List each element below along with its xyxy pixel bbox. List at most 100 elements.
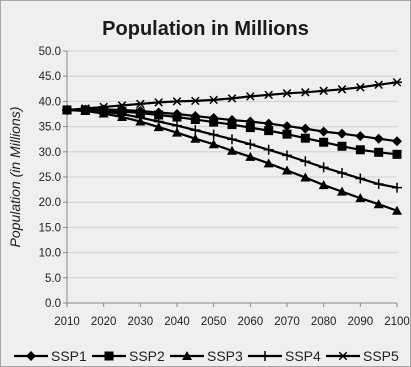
- x-tick-label: 2020: [91, 316, 117, 328]
- data-point: [153, 98, 164, 107]
- data-point: [318, 180, 329, 190]
- data-point: [227, 145, 237, 155]
- data-point: [263, 144, 274, 155]
- x-tick-label: 2040: [164, 316, 190, 328]
- data-point: [355, 83, 366, 92]
- y-tick-label: 45.0: [39, 71, 61, 83]
- data-point: [209, 117, 219, 127]
- data-point: [300, 172, 311, 182]
- y-tick-label: 50.0: [39, 46, 61, 58]
- legend-label: SSP4: [285, 348, 321, 364]
- data-point: [300, 156, 311, 167]
- legend-label: SSP2: [129, 348, 165, 364]
- data-point: [337, 128, 347, 139]
- y-tick-label: 0.0: [45, 298, 61, 310]
- x-tick-labels: 2010 2020 2030 2040 2050 2060 2070 2080 2090 2100: [54, 303, 410, 328]
- x-tick-label: 2030: [128, 316, 154, 328]
- data-point: [227, 134, 237, 145]
- data-point: [62, 105, 72, 115]
- data-point: [172, 97, 182, 106]
- data-point: [245, 92, 256, 101]
- legend-item-ssp5: SSP5: [326, 348, 399, 364]
- data-point: [153, 116, 164, 127]
- data-point: [263, 118, 274, 129]
- data-point: [190, 125, 201, 136]
- legend-label: SSP3: [207, 348, 243, 364]
- data-point: [80, 104, 91, 115]
- data-point: [392, 182, 402, 193]
- data-point: [98, 106, 109, 117]
- x-tick-label: 2080: [311, 316, 337, 328]
- data-point: [172, 127, 182, 137]
- y-tick-label: 10.0: [39, 248, 61, 260]
- data-point: [282, 129, 292, 139]
- data-point: [374, 147, 384, 157]
- x-tick-label: 2060: [238, 316, 264, 328]
- data-point: [153, 122, 164, 132]
- axes: [66, 51, 397, 304]
- y-tick-label: 25.0: [39, 172, 61, 184]
- data-point: [264, 126, 274, 136]
- data-point: [337, 85, 347, 94]
- y-tick-label: 40.0: [39, 96, 61, 108]
- y-tick-label: 5.0: [45, 273, 61, 285]
- y-axis-title: Population (in Millions): [7, 107, 23, 248]
- data-point: [135, 112, 146, 123]
- data-point: [282, 150, 292, 161]
- data-point: [245, 123, 255, 133]
- data-point: [373, 179, 384, 190]
- x-tick-label: 2100: [384, 316, 410, 328]
- x-tick-label: 2070: [274, 316, 300, 328]
- data-point: [260, 351, 270, 361]
- data-point: [355, 131, 366, 142]
- data-point: [392, 205, 402, 215]
- data-point: [282, 165, 292, 175]
- series-ssp4: [62, 104, 402, 193]
- legend-label: SSP5: [363, 348, 399, 364]
- data-point: [227, 94, 237, 103]
- data-point: [190, 115, 200, 125]
- data-point: [282, 89, 292, 98]
- data-point: [263, 158, 274, 168]
- data-point: [190, 96, 201, 106]
- data-point: [392, 136, 402, 147]
- data-point: [263, 90, 274, 100]
- data-point: [98, 102, 109, 112]
- legend-item-ssp4: SSP4: [248, 348, 321, 364]
- data-point: [154, 110, 164, 120]
- legend-item-ssp2: SSP2: [92, 348, 165, 364]
- chart-title: Population in Millions: [102, 18, 309, 40]
- data-point: [208, 129, 219, 140]
- data-point: [392, 149, 402, 159]
- data-point: [337, 167, 347, 178]
- x-tick-label: 2050: [201, 316, 227, 328]
- data-point: [337, 186, 347, 196]
- data-point: [104, 351, 114, 361]
- data-point: [208, 95, 219, 105]
- data-point: [300, 133, 310, 143]
- data-point: [26, 351, 36, 361]
- data-point: [355, 145, 365, 155]
- y-tick-label: 20.0: [39, 197, 61, 209]
- x-tick-label: 2010: [54, 316, 80, 328]
- data-point: [300, 88, 311, 97]
- data-point: [182, 351, 192, 360]
- data-point: [300, 123, 311, 134]
- data-point: [318, 162, 329, 173]
- data-point: [373, 80, 384, 90]
- legend-item-ssp3: SSP3: [170, 348, 243, 364]
- y-tick-labels: 0.0 5.0 10.0 15.0 20.0 25.0 30.0 35.0 40.0 45.0 50…: [39, 46, 61, 310]
- legend: SSP1 SSP2 SSP3 SSP4 SSP5: [14, 348, 399, 364]
- series-line: [66, 81, 398, 112]
- data-point: [208, 139, 219, 149]
- data-point: [135, 99, 146, 109]
- data-point: [172, 112, 182, 122]
- data-point: [117, 109, 127, 119]
- data-point: [172, 120, 182, 131]
- data-point: [245, 151, 256, 161]
- series-ssp5: [62, 77, 402, 115]
- data-point: [318, 86, 329, 96]
- data-point: [227, 120, 237, 130]
